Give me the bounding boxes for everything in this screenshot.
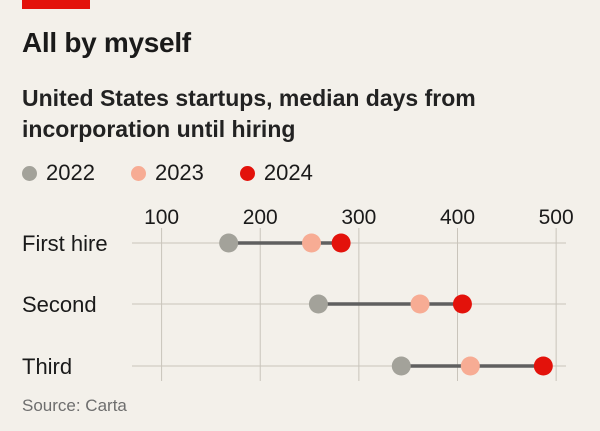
legend-marker-2024 — [239, 165, 255, 181]
category-label-first-hire: First hire — [22, 231, 108, 256]
legend-item-2022: 2022 — [22, 160, 95, 186]
legend-item-2024: 2024 — [239, 160, 313, 186]
category-label-third: Third — [22, 354, 72, 379]
legend-label-2022: 2022 — [46, 160, 95, 185]
legend-label-2023: 2023 — [154, 160, 204, 185]
chart-title: All by myself — [22, 27, 191, 58]
point-2023-second — [410, 294, 430, 314]
point-2022-third — [391, 356, 411, 376]
legend-label-2024: 2024 — [263, 160, 313, 185]
x-tick-label-500: 500 — [539, 206, 574, 229]
point-2022-second — [308, 294, 328, 314]
point-2024-second — [452, 294, 472, 314]
category-label-second: Second — [22, 292, 97, 317]
brand-red-tag — [22, 0, 90, 9]
x-tick-label-300: 300 — [341, 206, 376, 229]
x-tick-label-100: 100 — [144, 206, 179, 229]
point-2022-first-hire — [219, 233, 239, 253]
point-2023-third — [460, 356, 480, 376]
legend: 2022 2023 2024 — [22, 160, 349, 186]
point-2024-first-hire — [331, 233, 351, 253]
x-tick-label-400: 400 — [440, 206, 475, 229]
x-tick-label-200: 200 — [243, 206, 278, 229]
dumbbell-chart: 100 200 300 400 500 First hire Second Third — [22, 206, 574, 381]
point-2024-third — [533, 356, 553, 376]
point-2023-first-hire — [302, 233, 322, 253]
source-note: Source: Carta — [22, 396, 127, 415]
chart-subtitle: United States startups, median days from… — [22, 85, 476, 142]
legend-item-2023: 2023 — [130, 160, 204, 186]
legend-marker-2023 — [130, 165, 146, 181]
legend-marker-2022 — [22, 165, 37, 181]
